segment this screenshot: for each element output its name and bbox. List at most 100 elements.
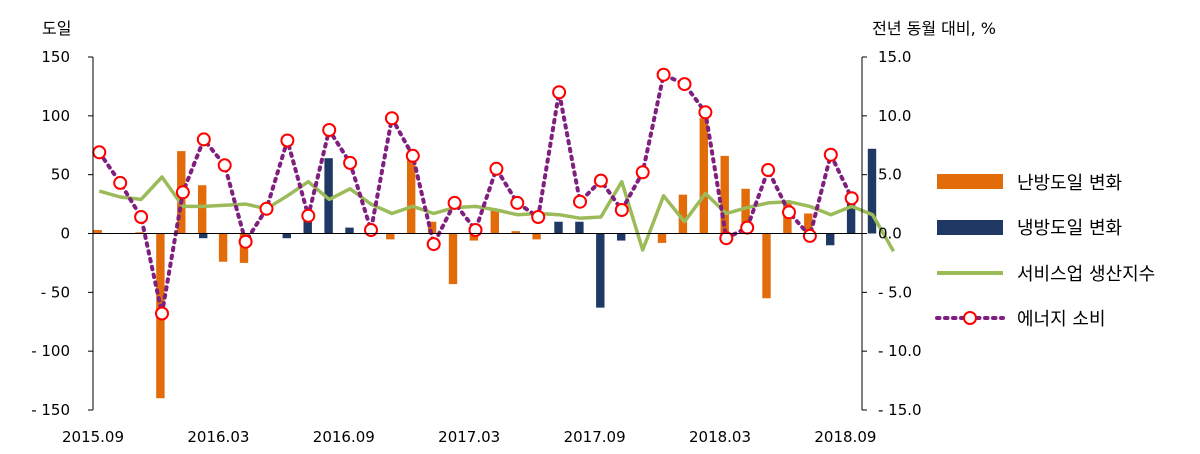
energy-marker bbox=[196, 132, 211, 147]
right-tick-label: 0.0 bbox=[878, 225, 902, 243]
x-tick-label: 2016.03 bbox=[187, 428, 249, 446]
left-tick-label: - 150 bbox=[31, 401, 70, 419]
energy-marker bbox=[593, 173, 608, 188]
energy-marker bbox=[468, 223, 483, 237]
x-tick-label: 2017.09 bbox=[564, 428, 626, 446]
left-tick-label: 0 bbox=[60, 225, 70, 243]
cooling-degree-bar bbox=[617, 233, 626, 241]
right-tick-label: - 10.0 bbox=[878, 342, 922, 360]
cooling-degree-bar bbox=[846, 192, 856, 234]
heating-degree-bar bbox=[198, 185, 207, 234]
energy-marker bbox=[259, 201, 274, 216]
legend: 난방도일 변화 냉방도일 변화 서비스업 생산지수 에너지 소비 bbox=[935, 173, 1155, 330]
energy-marker bbox=[552, 85, 567, 100]
heating-degree-bar bbox=[720, 155, 729, 234]
heating-degree-bar bbox=[386, 233, 395, 240]
legend-label-cooling: 냉방도일 변화 bbox=[1017, 218, 1122, 239]
energy-marker bbox=[92, 145, 107, 160]
energy-marker bbox=[134, 210, 149, 224]
legend-label-service: 서비스업 생산지수 bbox=[1017, 264, 1155, 285]
energy-marker bbox=[823, 147, 838, 162]
x-tick-label: 2017.03 bbox=[438, 428, 500, 446]
x-tick-label: 2018.09 bbox=[814, 428, 876, 446]
legend-label-energy: 에너지 소비 bbox=[1017, 309, 1106, 330]
energy-marker bbox=[510, 195, 525, 210]
axes: 150 100 50 0 - 50 - 100 - 150 15.0 10.0 5.0 0.0 - 5… bbox=[31, 48, 921, 446]
cooling-degree-bar bbox=[826, 233, 835, 246]
right-axis-title: 전년 동월 대비, % bbox=[872, 19, 996, 38]
energy-marker bbox=[343, 155, 358, 170]
left-axis-title: 도일 bbox=[42, 19, 71, 38]
right-tick-label: - 15.0 bbox=[878, 401, 922, 419]
energy-consumption-line bbox=[97, 72, 854, 316]
cooling-degree-bar bbox=[345, 227, 354, 234]
energy-marker bbox=[217, 158, 232, 173]
energy-marker bbox=[384, 111, 399, 126]
energy-marker bbox=[656, 67, 671, 82]
x-tick-label: 2016.09 bbox=[313, 428, 375, 446]
energy-marker bbox=[531, 210, 546, 224]
heating-degree-bar bbox=[741, 188, 750, 234]
energy-marker bbox=[322, 123, 337, 137]
energy-marker bbox=[447, 195, 462, 210]
cooling-degree-bar bbox=[554, 221, 563, 234]
cooling-degree-bar bbox=[324, 158, 333, 234]
heating-degree-bar bbox=[427, 221, 437, 234]
energy-marker bbox=[364, 223, 378, 237]
service-index-line bbox=[98, 175, 896, 253]
energy-marker bbox=[698, 105, 713, 120]
heating-degree-bar bbox=[448, 233, 458, 285]
energy-marker bbox=[740, 220, 755, 235]
heating-degree-bar bbox=[469, 233, 479, 241]
energy-marker bbox=[489, 161, 504, 176]
right-tick-label: - 5.0 bbox=[878, 283, 912, 301]
heating-degree-bar bbox=[93, 229, 102, 234]
bar-series bbox=[93, 118, 877, 399]
heating-degree-bar bbox=[218, 233, 228, 262]
energy-marker bbox=[635, 165, 650, 180]
right-tick-label: 10.0 bbox=[878, 107, 911, 125]
energy-marker bbox=[782, 205, 796, 220]
heating-degree-bar bbox=[407, 159, 416, 234]
cooling-degree-bar bbox=[575, 221, 584, 234]
heating-degree-bar bbox=[678, 194, 688, 234]
legend-swatch-cooling bbox=[937, 220, 1003, 235]
cooling-degree-bar bbox=[596, 233, 605, 308]
energy-marker bbox=[761, 163, 776, 177]
heating-degree-bar bbox=[511, 231, 520, 234]
energy-marker bbox=[301, 208, 316, 223]
left-tick-label: 50 bbox=[51, 166, 70, 184]
x-tick-label: 2018.03 bbox=[689, 428, 751, 446]
heating-degree-bar bbox=[762, 233, 771, 299]
right-tick-label: 15.0 bbox=[878, 48, 911, 66]
left-tick-label: 100 bbox=[41, 107, 70, 125]
cooling-degree-bar bbox=[867, 148, 877, 234]
energy-marker bbox=[802, 228, 817, 243]
heating-degree-bar bbox=[490, 209, 499, 234]
energy-marker bbox=[405, 148, 420, 163]
line-series bbox=[92, 67, 896, 321]
cooling-degree-bar bbox=[199, 233, 208, 239]
cooling-degree-bar bbox=[282, 233, 291, 239]
energy-marker bbox=[238, 234, 253, 249]
left-tick-label: 150 bbox=[41, 48, 70, 66]
energy-marker bbox=[573, 194, 587, 209]
heating-degree-bar bbox=[135, 232, 144, 234]
energy-marker bbox=[280, 133, 295, 148]
energy-marker bbox=[175, 185, 190, 200]
heating-degree-bar bbox=[657, 233, 667, 243]
legend-label-heating: 난방도일 변화 bbox=[1017, 173, 1122, 194]
right-tick-label: 5.0 bbox=[878, 166, 902, 184]
energy-marker bbox=[844, 191, 859, 206]
left-tick-label: - 100 bbox=[31, 342, 70, 360]
energy-marker bbox=[155, 306, 169, 321]
energy-marker bbox=[677, 77, 692, 92]
left-tick-label: - 50 bbox=[41, 283, 70, 301]
energy-marker bbox=[614, 203, 629, 217]
legend-swatch-heating bbox=[937, 174, 1003, 189]
x-tick-label: 2015.09 bbox=[62, 428, 124, 446]
energy-marker bbox=[113, 175, 128, 190]
heating-degree-bar bbox=[532, 233, 541, 240]
heating-degree-bar bbox=[699, 118, 708, 234]
